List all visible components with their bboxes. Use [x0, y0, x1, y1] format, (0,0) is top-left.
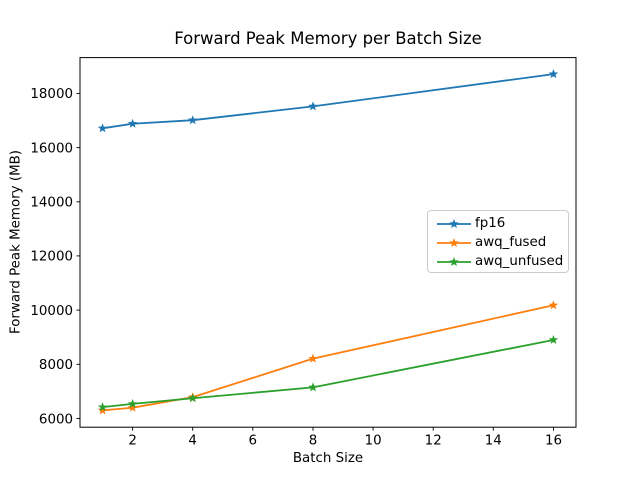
legend-line-star-icon: [437, 237, 471, 247]
series-line-fp16: [101, 73, 555, 130]
series-marker-fp16: [308, 101, 318, 111]
series-marker-awq_unfused: [308, 382, 318, 392]
x-tick-label: 6: [249, 434, 258, 449]
legend-entry-awq-fused: awq_fused: [435, 233, 568, 252]
series-marker-fp16: [187, 115, 198, 125]
series-marker-awq_unfused: [548, 334, 559, 344]
x-tick-label: 12: [425, 434, 442, 449]
y-axis-label: Forward Peak Memory (MB): [8, 149, 24, 335]
legend-line-star-icon: [437, 218, 471, 228]
series-marker-fp16: [548, 69, 559, 79]
axes-frame: [79, 57, 577, 428]
x-tick-label: 16: [545, 434, 562, 449]
legend-label: awq_fused: [475, 234, 547, 250]
y-tick-label: 16000: [30, 141, 73, 156]
y-tick-label: 6000: [39, 412, 73, 427]
series-marker-awq_fused: [548, 300, 559, 310]
y-tick-label: 8000: [39, 358, 73, 373]
series-marker-awq_unfused: [187, 393, 198, 403]
legend-label: awq_unfused: [475, 254, 564, 270]
y-tick-label: 14000: [30, 196, 73, 211]
legend: fp16 awq_fused awq_unfused: [427, 210, 569, 273]
y-tick-label: 10000: [30, 304, 73, 319]
legend-label: fp16: [475, 215, 506, 231]
series-marker-awq_fused: [308, 353, 318, 363]
series-marker-awq_unfused: [127, 398, 138, 408]
x-tick-label: 8: [309, 434, 318, 449]
series-marker-awq_fused: [97, 405, 108, 415]
series-line-awq_fused: [101, 304, 555, 412]
y-tick-label: 18000: [30, 87, 73, 102]
series-marker-fp16: [127, 118, 138, 128]
series-marker-awq_fused: [127, 402, 138, 412]
legend-entry-awq-unfused: awq_unfused: [435, 253, 568, 272]
x-tick-label: 2: [128, 434, 137, 449]
legend-entry-fp16: fp16: [435, 214, 568, 233]
legend-line-star-icon: [437, 257, 471, 267]
y-tick-label: 12000: [30, 250, 73, 265]
series-line-awq_unfused: [101, 339, 555, 409]
x-axis-label: Batch Size: [292, 451, 364, 466]
x-tick-label: 10: [365, 434, 382, 449]
series-marker-fp16: [97, 123, 108, 133]
series-marker-awq_unfused: [97, 402, 108, 412]
chart-title: Forward Peak Memory per Batch Size: [174, 29, 482, 48]
x-tick-label: 4: [188, 434, 197, 449]
x-tick-label: 14: [485, 434, 502, 449]
